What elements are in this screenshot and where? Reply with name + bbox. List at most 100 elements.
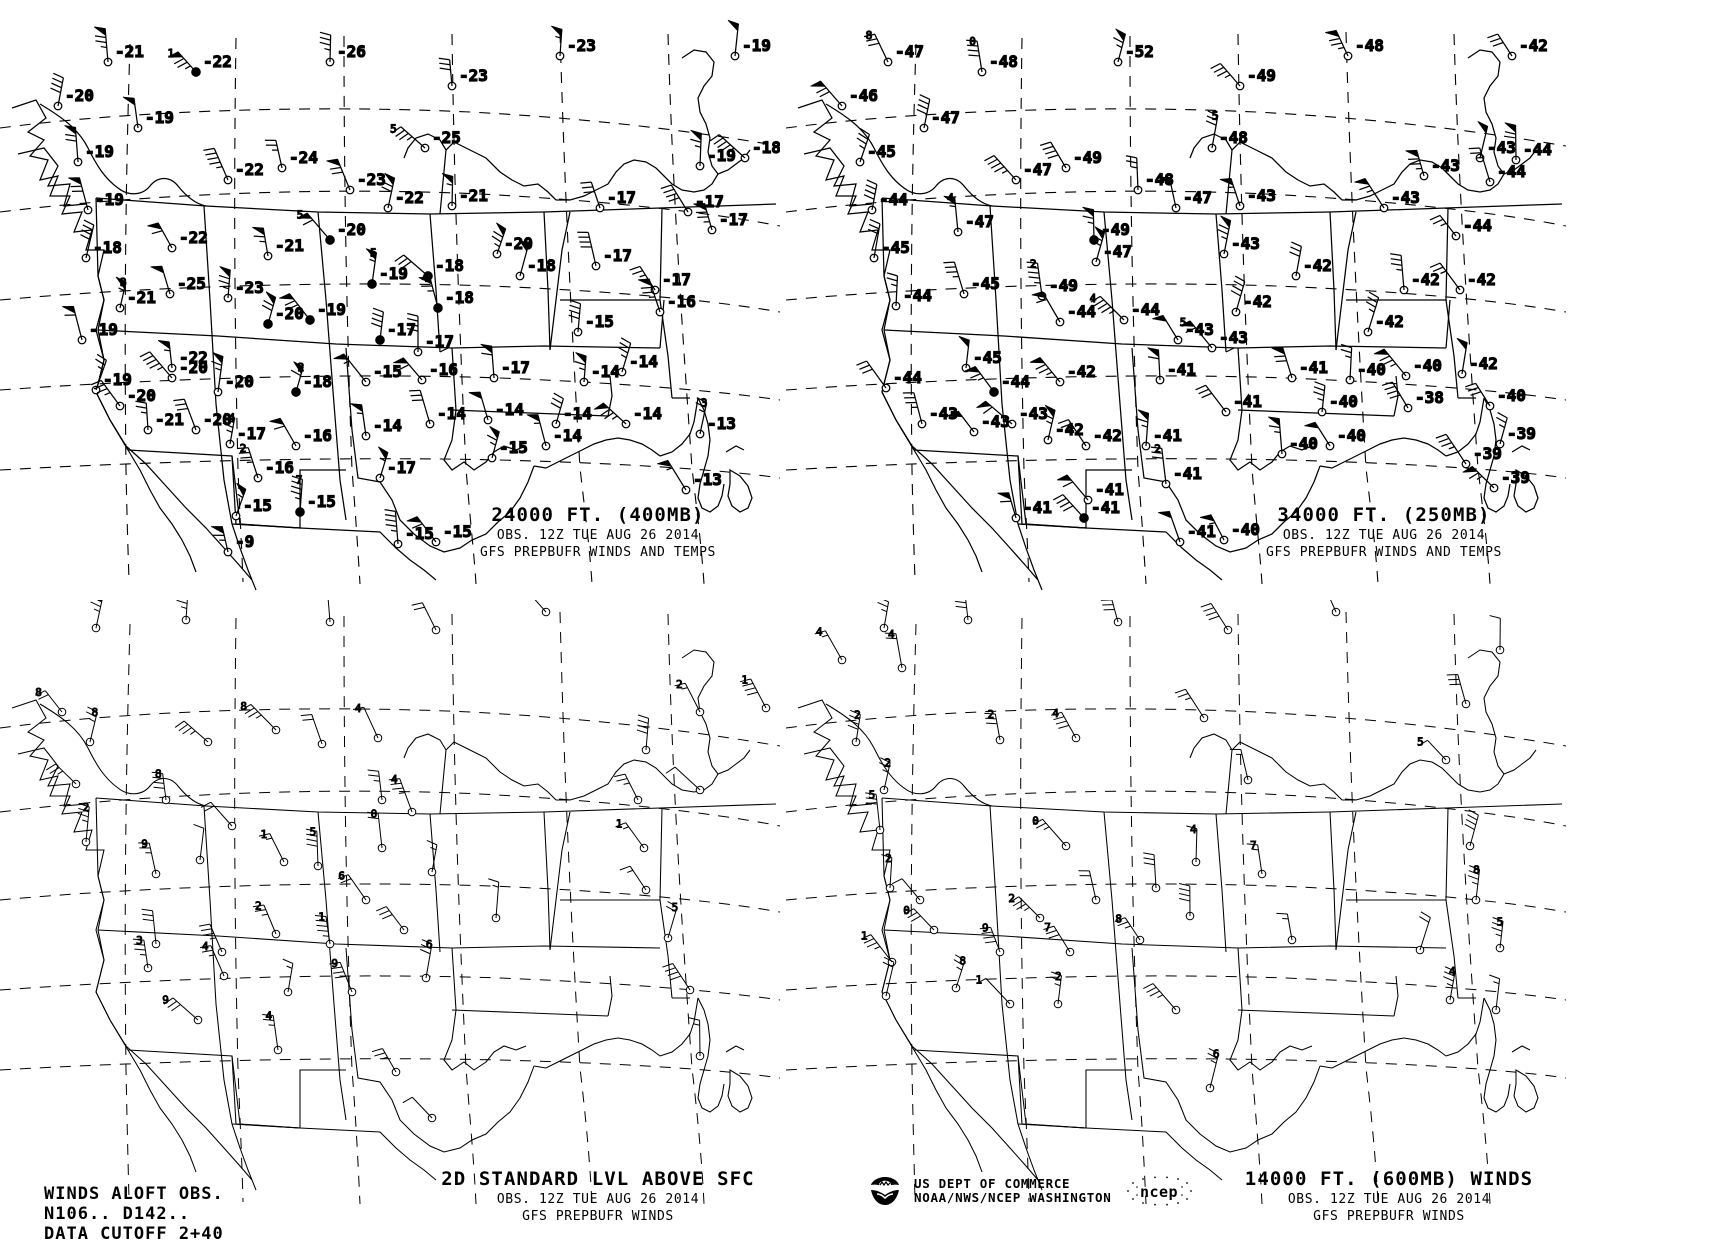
country-state-outlines xyxy=(797,49,1563,581)
svg-text:8: 8 xyxy=(866,29,873,42)
svg-text:-18: -18 xyxy=(445,288,474,307)
svg-text:-19: -19 xyxy=(742,36,771,55)
svg-text:5: 5 xyxy=(1180,316,1187,329)
country-state-outlines xyxy=(11,49,777,581)
svg-text:-19: -19 xyxy=(379,264,408,283)
svg-text:4: 4 xyxy=(816,625,823,638)
svg-text:-22: -22 xyxy=(203,52,232,71)
station-plots-250mb: 8-470-48-52-49-48 -42-46-47 5-48-43 -44-45-… xyxy=(810,28,1553,547)
svg-text:0: 0 xyxy=(371,808,378,821)
panel-source-line: GFS PREPBUFR WINDS AND TEMPS xyxy=(1266,545,1502,560)
svg-text:-41: -41 xyxy=(1095,480,1124,499)
svg-text:-9: -9 xyxy=(235,532,254,551)
svg-text:-39: -39 xyxy=(1473,444,1502,463)
svg-text:-47: -47 xyxy=(931,108,960,127)
svg-text:-22: -22 xyxy=(179,228,208,247)
panel-title: 24000 FT. (400MB) xyxy=(491,504,705,526)
panel-source-line: GFS PREPBUFR WINDS xyxy=(522,1209,674,1224)
svg-text:-24: -24 xyxy=(289,148,318,167)
svg-text:-21: -21 xyxy=(127,288,156,307)
panel-title: 34000 FT. (250MB) xyxy=(1277,504,1491,526)
svg-text:4: 4 xyxy=(391,773,398,786)
svg-text:-48: -48 xyxy=(1145,170,1174,189)
svg-text:-38: -38 xyxy=(1415,388,1444,407)
svg-text:1: 1 xyxy=(975,974,982,987)
svg-text:5: 5 xyxy=(869,788,876,801)
svg-text:-19: -19 xyxy=(85,142,114,161)
svg-text:-41: -41 xyxy=(1187,522,1216,541)
svg-text:-22: -22 xyxy=(235,160,264,179)
svg-text:2: 2 xyxy=(298,361,305,374)
svg-text:-42: -42 xyxy=(1519,36,1548,55)
svg-text:8: 8 xyxy=(240,700,247,713)
panel-title: 14000 FT. (600MB) WINDS xyxy=(1244,1168,1534,1190)
svg-text:-17: -17 xyxy=(607,188,636,207)
svg-text:-21: -21 xyxy=(155,410,184,429)
svg-text:4: 4 xyxy=(422,271,429,284)
panel-400mb[interactable]: -21 1 -22 -26 -23 -23 -19 -20 -19 5 -25 -18 -19 -22 -2… xyxy=(0,0,780,600)
svg-text:6: 6 xyxy=(1213,1048,1220,1061)
svg-text:-43: -43 xyxy=(981,412,1010,431)
svg-text:5: 5 xyxy=(310,825,317,838)
svg-text:2: 2 xyxy=(1030,257,1037,270)
svg-text:5: 5 xyxy=(1212,109,1219,122)
svg-text:-48: -48 xyxy=(1355,36,1384,55)
agency-credit-block: US DEPT OF COMMERCE NOAA/NWS/NCEP WASHIN… xyxy=(868,1174,1195,1208)
svg-text:-16: -16 xyxy=(429,360,458,379)
svg-text:-44: -44 xyxy=(1463,216,1492,235)
svg-text:4: 4 xyxy=(266,1010,273,1023)
map-canvas-250mb: 8-470-48-52-49-48 -42-46-47 5-48-43 -44-45-… xyxy=(786,28,1566,591)
svg-text:-47: -47 xyxy=(1183,188,1212,207)
svg-text:7: 7 xyxy=(1250,839,1257,852)
titleblock-2d-std-lvl: 2D STANDARD LVL ABOVE SFC OBS. 12Z TUE A… xyxy=(438,1170,758,1224)
svg-text:-18: -18 xyxy=(303,372,332,391)
panel-2d-std-lvl[interactable]: 0 2 2 8 8 8 4 1 8 4 2 0 1 9 1 5 6 2 1 5 3 4 9 6 4 9 2D STANDARD L… xyxy=(0,600,780,1250)
ncep-logo-icon: ncep xyxy=(1123,1174,1195,1208)
svg-text:-19: -19 xyxy=(89,320,118,339)
svg-text:-14: -14 xyxy=(633,404,662,423)
svg-text:-41: -41 xyxy=(1173,464,1202,483)
svg-text:-18: -18 xyxy=(93,238,122,257)
panel-obs-line: OBS. 12Z TUE AUG 26 2014 xyxy=(1282,528,1486,543)
svg-text:-41: -41 xyxy=(1233,392,1262,411)
svg-text:-44: -44 xyxy=(1067,302,1096,321)
svg-text:2: 2 xyxy=(987,708,994,721)
svg-text:-45: -45 xyxy=(881,238,910,257)
svg-text:2: 2 xyxy=(884,757,891,770)
svg-text:-16: -16 xyxy=(303,426,332,445)
svg-text:-15: -15 xyxy=(499,438,528,457)
svg-text:-23: -23 xyxy=(567,36,596,55)
svg-text:5: 5 xyxy=(390,122,397,135)
svg-text:6: 6 xyxy=(426,938,433,951)
svg-text:6: 6 xyxy=(338,870,345,883)
credit-line1: US DEPT OF COMMERCE xyxy=(914,1176,1071,1191)
svg-text:-44: -44 xyxy=(1523,140,1552,159)
svg-text:4: 4 xyxy=(888,628,895,641)
svg-text:-23: -23 xyxy=(459,66,488,85)
ncep-logo-text: ncep xyxy=(1140,1183,1178,1201)
svg-text:4: 4 xyxy=(1190,823,1197,836)
svg-text:4: 4 xyxy=(1052,707,1059,720)
svg-text:-17: -17 xyxy=(719,210,748,229)
svg-text:0: 0 xyxy=(1032,815,1039,828)
svg-text:-43: -43 xyxy=(1219,328,1248,347)
svg-text:-13: -13 xyxy=(693,470,722,489)
svg-text:3: 3 xyxy=(136,934,143,947)
panel-250mb[interactable]: 8 -47 0 -48 -52 -49 -48 -42 -46 -47 5 -48 -43 -44 -45-… xyxy=(786,0,1566,600)
svg-text:-39: -39 xyxy=(1501,468,1530,487)
panel-source-line: GFS PREPBUFR WINDS xyxy=(1313,1209,1465,1224)
svg-text:1: 1 xyxy=(167,47,174,60)
svg-text:-14: -14 xyxy=(553,426,582,445)
svg-text:-23: -23 xyxy=(357,170,386,189)
svg-text:1: 1 xyxy=(318,910,325,923)
svg-text:8: 8 xyxy=(1473,863,1480,876)
svg-text:2: 2 xyxy=(240,442,247,455)
svg-text:-40: -40 xyxy=(1413,356,1442,375)
svg-text:-22: -22 xyxy=(179,348,208,367)
svg-text:-46: -46 xyxy=(849,86,878,105)
svg-text:-22: -22 xyxy=(395,188,424,207)
svg-text:2: 2 xyxy=(854,709,861,722)
